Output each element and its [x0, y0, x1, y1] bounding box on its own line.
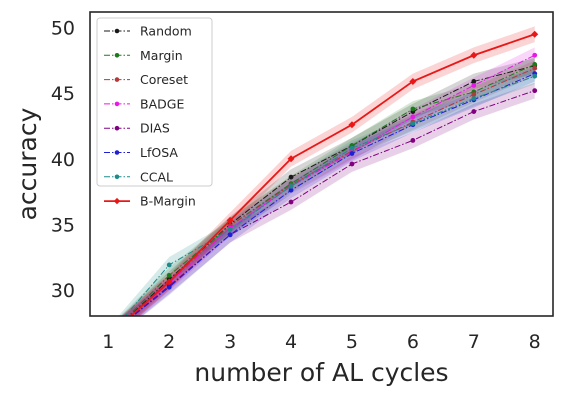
legend-item-dias: DIAS — [104, 121, 170, 136]
legend-marker — [114, 53, 120, 58]
series-line-b-margin — [129, 33, 536, 316]
legend-label: B-Margin — [140, 194, 196, 209]
point-badge — [532, 52, 538, 58]
legend-label: DIAS — [140, 121, 170, 136]
y-tick-label: 50 — [51, 18, 75, 40]
y-tick-label: 45 — [51, 83, 75, 105]
legend-marker — [113, 197, 121, 205]
series-lines — [124, 30, 539, 316]
legend-item-lfosa: LfOSA — [104, 145, 178, 160]
legend-marker — [114, 28, 120, 34]
point-lfosa — [166, 284, 172, 290]
point-dias — [288, 199, 294, 205]
point-ccal — [532, 73, 538, 79]
legend-item-coreset: Coreset — [104, 72, 188, 87]
point-badge — [471, 82, 477, 88]
y-tick-label: 40 — [51, 149, 75, 171]
series-line-lfosa — [132, 73, 535, 316]
point-margin — [410, 106, 416, 112]
legend-item-badge: BADGE — [104, 96, 184, 111]
point-coreset — [471, 92, 477, 97]
x-tick-label: 4 — [285, 331, 297, 353]
point-lfosa — [349, 151, 355, 156]
point-margin — [532, 62, 538, 67]
legend-label: LfOSA — [140, 145, 178, 160]
point-b-margin — [226, 216, 234, 224]
point-random — [471, 79, 477, 84]
point-coreset — [532, 65, 538, 71]
point-dias — [471, 109, 477, 114]
y-tick-label: 30 — [51, 280, 75, 302]
legend-item-ccal: CCAL — [104, 169, 173, 184]
legend: Random Margin Coreset BADGE DIAS LfOSA CCAL B-M… — [96, 17, 213, 209]
legend-label: Random — [140, 24, 192, 39]
x-tick-label: 7 — [468, 331, 480, 353]
point-margin — [166, 272, 172, 278]
point-ccal — [349, 145, 355, 151]
x-axis-ticks: 1 2 3 4 5 6 7 8 — [102, 331, 541, 353]
band-ccal — [118, 68, 535, 316]
series-line-badge — [130, 54, 535, 316]
x-tick-label: 5 — [346, 331, 358, 353]
point-ccal — [288, 183, 294, 189]
legend-marker — [114, 150, 120, 155]
point-b-margin — [348, 121, 356, 129]
point-ccal — [227, 227, 233, 232]
point-b-margin — [165, 278, 173, 286]
x-tick-label: 2 — [163, 331, 175, 353]
x-tick-label: 8 — [529, 331, 541, 353]
point-lfosa — [227, 232, 233, 238]
plot-frame — [89, 11, 554, 317]
legend-label: BADGE — [140, 96, 184, 111]
axes-border — [89, 11, 554, 317]
point-ccal — [471, 96, 477, 101]
point-dias — [532, 88, 538, 94]
series-line-random — [128, 65, 535, 316]
x-axis-label: number of AL cycles — [194, 358, 448, 387]
point-b-margin — [409, 77, 417, 85]
x-tick-label: 3 — [224, 331, 236, 353]
point-lfosa — [288, 187, 294, 193]
legend-marker — [114, 77, 120, 82]
legend-marker — [114, 101, 120, 107]
y-tick-label: 35 — [51, 214, 75, 236]
legend-marker — [114, 125, 120, 131]
point-ccal — [410, 120, 416, 126]
legend-item-margin: Margin — [104, 48, 183, 63]
legend-item-b-margin: B-Margin — [104, 194, 196, 209]
band-dias — [122, 82, 535, 316]
band-random — [121, 57, 535, 316]
legend-box — [96, 17, 213, 187]
series-line-ccal — [124, 75, 535, 316]
y-axis-ticks: 30 35 40 45 50 — [51, 18, 75, 302]
point-dias — [410, 138, 416, 143]
legend-label: Coreset — [140, 72, 188, 87]
band-badge — [121, 47, 535, 316]
point-b-margin — [470, 51, 478, 59]
point-b-margin — [287, 155, 295, 163]
legend-marker — [114, 174, 120, 180]
point-ccal — [166, 262, 172, 268]
point-b-margin — [531, 30, 539, 38]
legend-label: CCAL — [140, 169, 173, 184]
legend-item-random: Random — [104, 24, 192, 39]
legend-label: Margin — [140, 48, 183, 63]
point-random — [288, 174, 294, 180]
point-badge — [410, 114, 416, 120]
series-line-margin — [127, 63, 535, 316]
point-dias — [349, 161, 355, 167]
y-axis-label: accuracy — [13, 107, 42, 220]
x-tick-label: 1 — [102, 331, 114, 353]
x-tick-label: 6 — [407, 331, 419, 353]
